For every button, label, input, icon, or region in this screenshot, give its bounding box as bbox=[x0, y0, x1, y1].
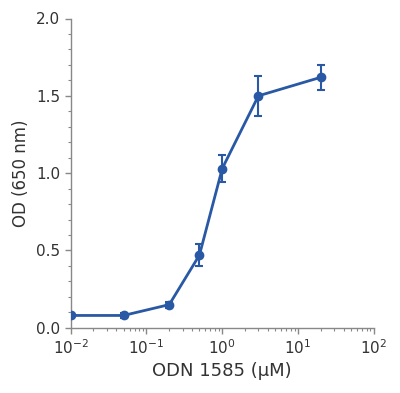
X-axis label: ODN 1585 (μM): ODN 1585 (μM) bbox=[152, 362, 292, 380]
Y-axis label: OD (650 nm): OD (650 nm) bbox=[12, 119, 30, 227]
